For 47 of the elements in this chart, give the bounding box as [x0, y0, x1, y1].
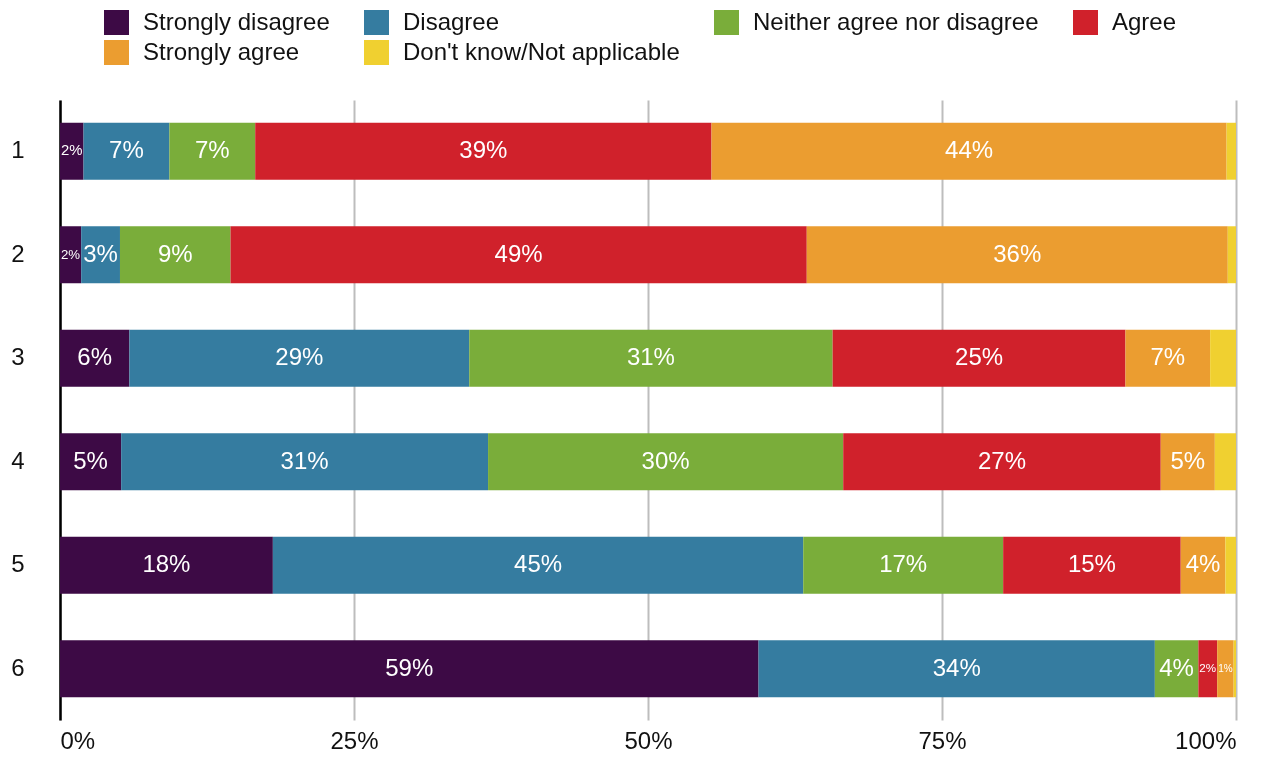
- data-label: 9%: [157, 239, 193, 267]
- y-tick-label: 5: [11, 550, 25, 578]
- data-label: 30%: [641, 446, 690, 474]
- legend-label: Disagree: [403, 7, 500, 35]
- y-tick-label: 4: [11, 446, 25, 474]
- data-label: 39%: [459, 136, 508, 164]
- x-tick-label: 0%: [60, 726, 96, 754]
- data-label: 6%: [77, 343, 113, 371]
- x-tick-label: 75%: [918, 726, 967, 754]
- data-label: 45%: [514, 550, 563, 578]
- legend-label: Strongly agree: [143, 37, 300, 65]
- data-label: 2%: [61, 246, 81, 262]
- legend-label: Neither agree nor disagree: [753, 7, 1039, 35]
- data-label: 7%: [1150, 343, 1186, 371]
- data-label: 4%: [1185, 550, 1221, 578]
- y-tick-label: 3: [11, 343, 25, 371]
- data-label: 17%: [879, 550, 928, 578]
- data-label: 7%: [109, 136, 144, 164]
- data-label: 27%: [977, 446, 1026, 474]
- legend-label: Don't know/Not applicable: [403, 37, 680, 65]
- data-label: 15%: [1067, 550, 1116, 578]
- x-tick-label: 25%: [330, 726, 379, 754]
- data-label: 1%: [1218, 662, 1233, 674]
- data-label: 34%: [932, 653, 981, 681]
- data-label: 2%: [61, 142, 83, 159]
- data-label: 3%: [83, 239, 118, 267]
- data-label: 36%: [993, 239, 1042, 267]
- data-label: 25%: [955, 343, 1004, 371]
- data-label: 5%: [1170, 446, 1206, 474]
- data-label: 44%: [945, 136, 994, 164]
- y-tick-label: 1: [11, 136, 25, 164]
- data-label: 59%: [385, 653, 434, 681]
- data-label: 4%: [1159, 653, 1194, 681]
- x-tick-label: 100%: [1175, 726, 1237, 754]
- legend-label: Strongly disagree: [143, 7, 330, 35]
- x-tick-label: 50%: [624, 726, 673, 754]
- data-label: 31%: [280, 446, 329, 474]
- data-label: 5%: [73, 446, 108, 474]
- data-label: 29%: [275, 343, 324, 371]
- y-tick-label: 6: [11, 653, 25, 681]
- legend-label: Agree: [1112, 7, 1177, 35]
- data-label: 49%: [494, 239, 543, 267]
- data-label: 2%: [1199, 660, 1217, 674]
- data-label: 7%: [194, 136, 230, 164]
- y-tick-label: 2: [11, 239, 25, 267]
- data-label: 18%: [142, 550, 191, 578]
- data-label: 31%: [626, 343, 675, 371]
